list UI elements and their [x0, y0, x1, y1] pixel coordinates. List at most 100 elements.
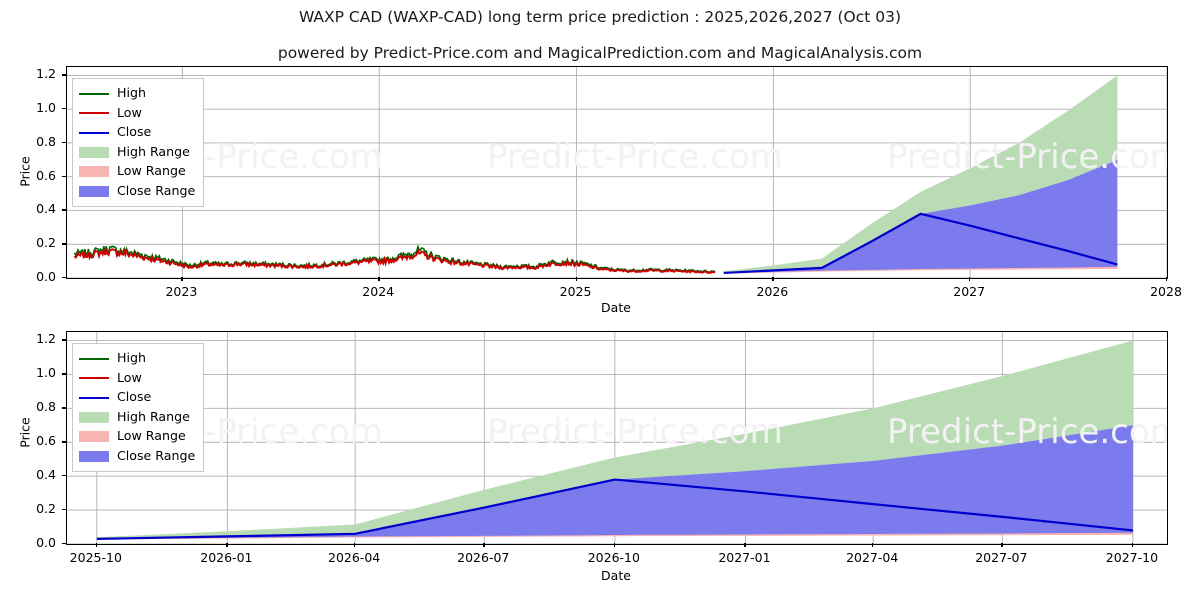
y-tick-label: 1.0 [36, 100, 56, 116]
x-tick-mark [744, 543, 746, 547]
legend-patch-swatch [79, 450, 109, 462]
legend-item[interactable]: High [79, 349, 195, 369]
legend-item[interactable]: Close Range [79, 182, 195, 202]
x-tick-mark [613, 543, 616, 547]
x-tick-label: 2027 [953, 284, 986, 299]
y-tick-mark [62, 74, 66, 76]
bottom-chart-panel: Price Predict-Price.com Predict-Price.co… [0, 310, 1200, 600]
legend-item[interactable]: Low [79, 104, 195, 124]
y-tick-mark [62, 209, 66, 211]
top-x-axis-label: Date [601, 300, 631, 315]
x-tick-label: 2028 [1150, 284, 1182, 299]
legend-label: Close Range [117, 182, 196, 198]
y-tick-label: 0.2 [36, 501, 56, 517]
top-plot-area: Predict-Price.com Predict-Price.com Pred… [66, 66, 1168, 279]
legend-item[interactable]: High [79, 84, 195, 104]
y-tick-label: 0.8 [36, 133, 56, 149]
x-tick-mark [483, 543, 485, 547]
legend-label: High Range [117, 143, 190, 159]
y-tick-mark [62, 441, 66, 443]
y-tick-label: 1.2 [36, 331, 56, 347]
x-tick-label: 2023 [165, 284, 198, 299]
x-tick-mark [1166, 277, 1168, 281]
y-tick-label: 0.4 [36, 467, 56, 483]
legend-label: Close [117, 389, 152, 405]
legend-line-swatch [79, 92, 109, 95]
legend-label: Low [117, 104, 142, 120]
x-tick-label: 2026 [756, 284, 789, 299]
y-tick-mark [62, 175, 66, 178]
top-chart-svg [67, 67, 1167, 278]
legend-patch-swatch [79, 166, 109, 178]
y-tick-mark [62, 243, 66, 245]
x-tick-label: 2027-07 [975, 550, 1028, 565]
legend-line-swatch [79, 131, 109, 134]
legend-item[interactable]: Low Range [79, 162, 195, 182]
y-tick-mark [62, 108, 66, 110]
legend-item[interactable]: High Range [79, 143, 195, 163]
legend-line-swatch [79, 377, 109, 380]
x-tick-mark [181, 277, 183, 281]
y-tick-label: 0.6 [36, 167, 56, 183]
y-tick-mark [62, 339, 66, 341]
x-tick-mark [575, 277, 577, 281]
y-tick-label: 1.0 [36, 365, 56, 381]
x-tick-mark [354, 543, 356, 547]
x-tick-mark [969, 277, 971, 281]
x-tick-label: 2026-10 [587, 550, 640, 565]
x-tick-label: 2025-10 [69, 550, 122, 565]
legend-patch-swatch [79, 185, 109, 197]
legend-item[interactable]: Close Range [79, 447, 195, 467]
x-tick-label: 2027-10 [1105, 550, 1159, 565]
y-tick-label: 0.0 [36, 269, 56, 284]
x-tick-label: 2027-04 [846, 550, 899, 565]
bottom-plot-area: Predict-Price.com Predict-Price.com Pred… [66, 331, 1168, 545]
legend-line-swatch [79, 396, 109, 399]
x-tick-mark [772, 277, 774, 281]
x-tick-label: 2026-01 [200, 550, 253, 565]
x-tick-mark [1131, 543, 1134, 547]
y-tick-label: 1.2 [36, 66, 56, 82]
x-tick-mark [95, 543, 98, 547]
legend-label: Low Range [117, 163, 186, 179]
page-title: WAXP CAD (WAXP-CAD) long term price pred… [298, 8, 902, 26]
page-subtitle: powered by Predict-Price.com and Magical… [277, 44, 923, 62]
y-tick-mark [62, 141, 66, 144]
legend-item[interactable]: High Range [79, 408, 195, 428]
y-tick-mark [62, 543, 66, 545]
legend-label: Close Range [117, 447, 196, 463]
y-tick-mark [62, 509, 66, 511]
bottom-x-axis-label: Date [601, 568, 631, 583]
legend-label: High Range [117, 408, 190, 424]
x-tick-label: 2027-01 [718, 550, 771, 565]
y-tick-label: 0.6 [36, 433, 56, 449]
bottom-chart-svg [67, 332, 1167, 544]
legend-label: High [117, 85, 146, 101]
legend-patch-swatch [79, 431, 109, 443]
y-tick-label: 0.0 [36, 535, 56, 550]
y-tick-mark [62, 475, 66, 477]
x-tick-label: 2026-04 [328, 550, 381, 565]
legend-label: High [117, 350, 146, 366]
legend-label: Low [117, 369, 142, 385]
legend-item[interactable]: Low [79, 369, 195, 389]
legend-item[interactable]: Close [79, 123, 195, 143]
x-tick-label: 2026-07 [457, 550, 510, 565]
x-tick-mark [378, 277, 380, 281]
y-tick-label: 0.4 [36, 201, 56, 217]
legend-label: Close [117, 124, 152, 140]
legend-patch-swatch [79, 146, 109, 158]
legend-item[interactable]: Low Range [79, 427, 195, 447]
legend-line-swatch [79, 357, 109, 360]
x-tick-mark [226, 543, 228, 547]
y-tick-label: 0.8 [36, 399, 56, 415]
bottom-legend: High Low Close High Range Low Range Close Ran… [72, 343, 205, 472]
legend-line-swatch [79, 112, 109, 115]
x-tick-mark [1001, 543, 1003, 547]
legend-label: Low Range [117, 428, 186, 444]
y-tick-label: 0.2 [36, 235, 56, 251]
top-legend: High Low Close High Range Low Range Close Ran… [72, 78, 205, 207]
x-tick-mark [872, 543, 874, 547]
legend-item[interactable]: Close [79, 388, 195, 408]
